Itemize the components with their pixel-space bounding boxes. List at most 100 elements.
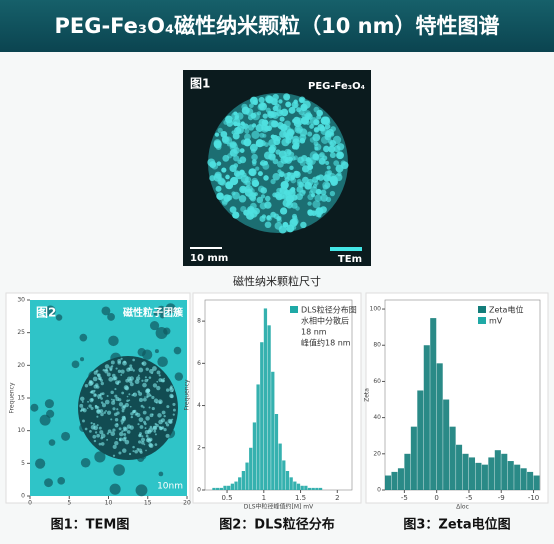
particle	[227, 153, 233, 159]
particle	[99, 430, 104, 435]
particle	[143, 443, 146, 446]
x-tick-label: -5	[401, 494, 408, 502]
particle	[165, 433, 170, 438]
bar	[230, 483, 234, 490]
particle	[320, 136, 329, 144]
particle	[155, 423, 159, 428]
particle	[35, 458, 46, 469]
particle	[136, 376, 141, 381]
bar	[256, 384, 260, 490]
particle	[325, 160, 330, 166]
particle	[328, 145, 336, 153]
particle	[100, 412, 104, 417]
particle	[108, 377, 114, 382]
mark-label: TEm	[338, 254, 362, 265]
particle	[163, 414, 166, 418]
particle	[106, 372, 111, 377]
particle	[140, 404, 144, 408]
bar	[216, 487, 220, 490]
particle	[232, 211, 240, 219]
particle	[98, 442, 102, 446]
x-axis-label: Δloc	[456, 504, 469, 511]
particle	[257, 171, 263, 177]
particle	[259, 161, 264, 166]
particle	[247, 124, 255, 131]
particle	[315, 175, 321, 180]
particle	[93, 439, 97, 443]
particle	[305, 157, 311, 163]
particle	[30, 403, 39, 412]
particle	[80, 396, 85, 402]
particle	[243, 138, 252, 147]
particle	[215, 185, 222, 192]
bar	[481, 464, 488, 490]
particle	[285, 201, 293, 209]
particle	[279, 207, 288, 215]
particle	[110, 398, 113, 401]
particle	[109, 366, 113, 370]
particle	[106, 438, 109, 441]
particle	[89, 398, 94, 403]
particle	[221, 200, 228, 206]
particle	[151, 395, 155, 400]
x-tick-label: 1.5	[295, 494, 306, 502]
particle	[142, 349, 153, 360]
particle	[271, 120, 279, 128]
particle	[304, 112, 312, 120]
bar	[263, 308, 268, 490]
particle	[144, 378, 148, 383]
particle	[120, 419, 125, 424]
bar	[385, 475, 392, 490]
bar	[219, 487, 223, 490]
bar	[423, 345, 430, 490]
particle	[252, 179, 260, 187]
scale-bar	[190, 247, 222, 249]
particle	[270, 211, 277, 218]
particle	[116, 437, 118, 440]
particle	[148, 406, 151, 409]
particle	[249, 143, 258, 152]
particle	[120, 357, 123, 360]
particle	[236, 122, 241, 127]
particle	[156, 305, 166, 315]
particle	[137, 390, 141, 393]
particle	[126, 395, 129, 398]
particle	[157, 413, 162, 418]
figure-label: 图2	[36, 306, 56, 320]
bar	[501, 453, 508, 490]
particle	[163, 427, 167, 432]
bar	[391, 471, 398, 490]
bar	[404, 453, 411, 490]
particle	[252, 99, 259, 106]
particle	[216, 161, 222, 166]
particle	[216, 192, 224, 201]
particle	[260, 194, 266, 199]
scale-bar	[330, 247, 362, 251]
particle	[243, 133, 251, 141]
particle	[272, 134, 279, 142]
particle	[259, 202, 267, 210]
particle	[233, 155, 240, 162]
particle	[141, 379, 144, 382]
title: PEG-Fe₃O₄磁性纳米颗粒（10 nm）特性图谱	[54, 14, 499, 38]
particle	[156, 385, 161, 391]
particle	[285, 101, 292, 108]
particle	[226, 142, 232, 147]
particle	[297, 156, 304, 164]
particle	[148, 443, 154, 449]
particle	[172, 408, 176, 412]
particle	[145, 434, 149, 438]
particle	[322, 184, 328, 190]
figure-tag: 磁性粒子团簇	[123, 306, 184, 319]
particle	[240, 121, 245, 126]
particle	[152, 383, 158, 388]
particle	[137, 374, 140, 377]
particle	[93, 384, 98, 389]
particle	[165, 388, 170, 392]
particle	[314, 146, 319, 151]
bar	[278, 443, 282, 490]
particle	[55, 314, 63, 321]
particle	[307, 164, 314, 171]
particle	[226, 119, 234, 127]
legend-swatch	[478, 306, 486, 313]
